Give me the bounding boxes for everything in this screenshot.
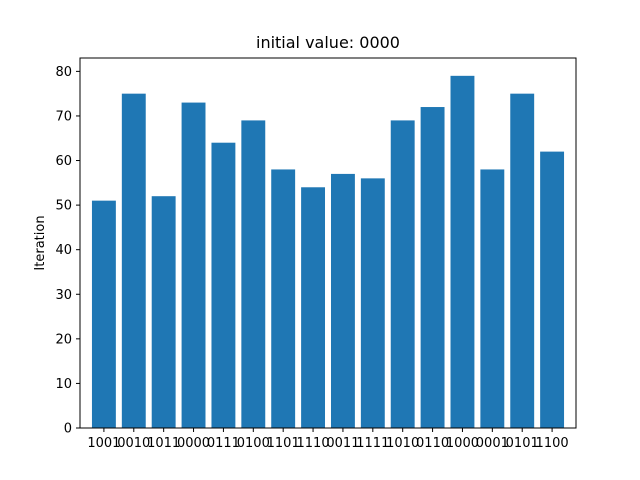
y-tick-label: 50 bbox=[55, 199, 72, 214]
x-tick-label: 0000 bbox=[177, 436, 210, 451]
y-tick-label: 30 bbox=[55, 288, 72, 303]
bar-0000 bbox=[181, 102, 206, 429]
x-tick-label: 0011 bbox=[326, 436, 359, 451]
y-tick-label: 60 bbox=[55, 154, 72, 169]
bar-1001 bbox=[91, 200, 116, 428]
x-tick-label: 1110 bbox=[297, 436, 330, 451]
x-tick-label: 1101 bbox=[267, 436, 300, 451]
x-tick-label: 1010 bbox=[386, 436, 419, 451]
y-tick-label: 40 bbox=[55, 243, 72, 258]
bar-0100 bbox=[241, 120, 266, 428]
bar-1111 bbox=[360, 178, 385, 428]
x-tick-label: 0010 bbox=[117, 436, 150, 451]
y-tick-label: 70 bbox=[55, 109, 72, 124]
x-tick-label: 1000 bbox=[446, 436, 479, 451]
x-tick-label: 1111 bbox=[356, 436, 389, 451]
bars-group bbox=[91, 75, 565, 429]
y-tick-label: 10 bbox=[55, 377, 72, 392]
bar-0111 bbox=[211, 142, 236, 428]
y-tick-label: 80 bbox=[55, 65, 72, 80]
x-tick-label: 1001 bbox=[87, 436, 120, 451]
bar-1101 bbox=[271, 169, 296, 428]
x-tick-label: 0111 bbox=[207, 436, 240, 451]
plot-frame bbox=[79, 57, 577, 429]
bar-0001 bbox=[480, 169, 505, 428]
x-tick-label: 0101 bbox=[506, 436, 539, 451]
bar-0101 bbox=[510, 93, 535, 428]
x-tick-label: 1011 bbox=[147, 436, 180, 451]
y-tick-label: 20 bbox=[55, 332, 72, 347]
bar-1011 bbox=[151, 196, 176, 428]
y-ticks-group: 0 10 20 30 40 50 60 70 80 bbox=[55, 65, 80, 437]
bar-1110 bbox=[301, 187, 326, 428]
x-ticks-group: 1001001010110000011101001101111000111111… bbox=[87, 428, 569, 451]
x-tick-label: 1100 bbox=[536, 436, 569, 451]
bar-1010 bbox=[390, 120, 415, 428]
x-tick-label: 0001 bbox=[476, 436, 509, 451]
bar-0011 bbox=[330, 173, 355, 428]
bar-0110 bbox=[420, 107, 445, 429]
y-axis-label: Iteration bbox=[33, 215, 48, 270]
bar-0010 bbox=[121, 93, 146, 428]
bar-1000 bbox=[450, 75, 475, 428]
y-tick-label: 0 bbox=[64, 422, 72, 437]
bar-1100 bbox=[540, 151, 565, 429]
x-tick-label: 0110 bbox=[416, 436, 449, 451]
x-tick-label: 0100 bbox=[237, 436, 270, 451]
chart-title: initial value: 0000 bbox=[256, 33, 400, 52]
